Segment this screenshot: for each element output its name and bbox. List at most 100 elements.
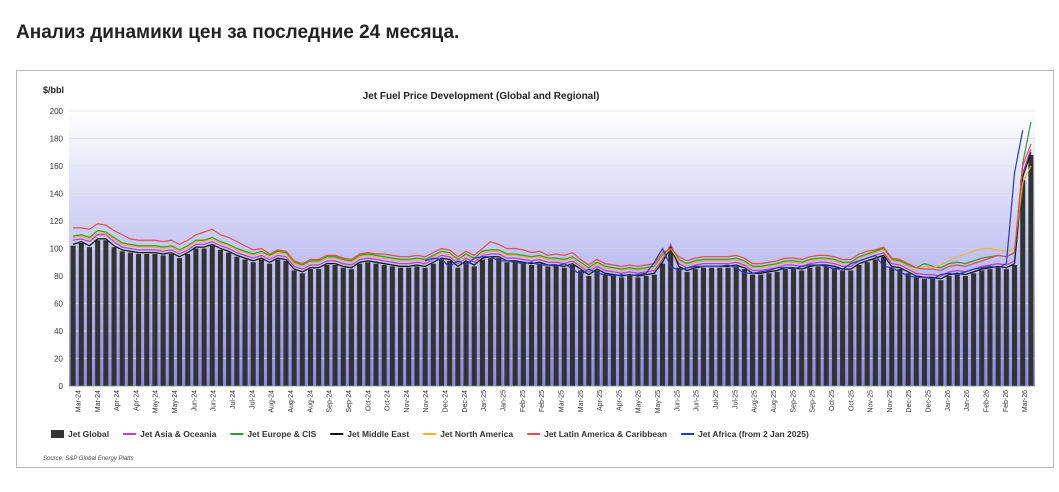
y-tick-label: 100 bbox=[50, 245, 64, 254]
bar-jet-global bbox=[962, 276, 968, 386]
bar-jet-global bbox=[709, 267, 715, 386]
bar-jet-global bbox=[766, 273, 772, 386]
bar-jet-global bbox=[537, 263, 543, 386]
bar-jet-global bbox=[831, 267, 837, 386]
bar-jet-global bbox=[479, 259, 485, 386]
bar-jet-global bbox=[422, 267, 428, 386]
bar-jet-global bbox=[168, 254, 174, 386]
bar-jet-global bbox=[332, 265, 338, 386]
x-tick-label: Nov-25 bbox=[868, 390, 875, 413]
x-tick-label: Nov-24 bbox=[404, 390, 411, 413]
bar-jet-global bbox=[504, 262, 510, 386]
x-tick-label: Sep-25 bbox=[810, 390, 817, 413]
y-tick-label: 80 bbox=[54, 272, 63, 281]
legend-label: Jet Europe & CIS bbox=[247, 429, 316, 439]
bar-jet-global bbox=[545, 266, 551, 386]
bar-jet-global bbox=[1003, 269, 1009, 386]
bar-jet-global bbox=[619, 277, 625, 386]
bar-jet-global bbox=[651, 274, 657, 386]
bar-jet-global bbox=[815, 266, 821, 386]
x-tick-label: Feb-26 bbox=[1003, 390, 1010, 412]
bar-jet-global bbox=[267, 263, 273, 386]
bar-jet-global bbox=[365, 262, 371, 386]
y-axis-label: $/bbl bbox=[43, 85, 64, 95]
bar-jet-global bbox=[938, 280, 944, 386]
bar-jet-global bbox=[872, 259, 878, 386]
bar-jet-global bbox=[807, 267, 813, 386]
x-tick-label: Jul-24 bbox=[230, 390, 237, 409]
jet-fuel-chart: 0 20 40 60 80 100 120 140 160 180 200 Mar-24 Mar-24 A… bbox=[43, 85, 1035, 439]
x-tick-label: Aug-24 bbox=[269, 390, 276, 413]
bar-jet-global bbox=[913, 277, 919, 386]
bar-jet-global bbox=[1020, 179, 1026, 386]
bar-jet-global bbox=[700, 267, 706, 386]
bar-jet-global bbox=[398, 267, 404, 386]
series-line-jet-africa-from-2-jan-2025 bbox=[424, 130, 1024, 280]
x-tick-label: Jul-25 bbox=[732, 390, 739, 409]
bar-jet-global bbox=[610, 276, 616, 386]
bar-jet-global bbox=[995, 267, 1001, 386]
bar-jet-global bbox=[553, 266, 559, 386]
x-tick-label: Jun-24 bbox=[191, 390, 198, 412]
bar-jet-global bbox=[889, 267, 895, 386]
bar-jet-global bbox=[357, 263, 363, 386]
bar-jet-global bbox=[921, 278, 928, 386]
bar-jet-global bbox=[111, 247, 117, 386]
bar-jet-global bbox=[488, 258, 494, 386]
bar-jet-global bbox=[602, 274, 608, 386]
x-tick-label: Aug-24 bbox=[288, 390, 295, 413]
source-note: Source: S&P Global Energy Platts bbox=[43, 456, 134, 462]
x-tick-label: Sep-24 bbox=[327, 390, 334, 413]
bar-jet-global bbox=[340, 267, 346, 386]
x-tick-label: Mar-24 bbox=[95, 390, 102, 412]
bar-jet-global bbox=[103, 240, 109, 386]
bar-jet-global bbox=[438, 259, 445, 386]
bar-jet-global bbox=[463, 262, 469, 386]
bar-jet-global bbox=[586, 276, 592, 386]
bar-jet-global bbox=[209, 245, 215, 386]
bar-jet-global bbox=[275, 259, 281, 386]
x-tick-label: May-24 bbox=[172, 390, 179, 413]
x-tick-label: May-24 bbox=[153, 390, 160, 413]
bar-jet-global bbox=[176, 258, 183, 386]
bar-jet-global bbox=[496, 258, 502, 386]
bar-jet-global bbox=[185, 254, 191, 386]
bar-jet-global bbox=[692, 269, 698, 386]
legend-label: Jet Middle East bbox=[347, 429, 409, 439]
x-tick-label: Mar-25 bbox=[578, 390, 585, 412]
chart-title: Jet Fuel Price Development (Global and R… bbox=[363, 91, 600, 102]
bar-jet-global bbox=[741, 269, 747, 386]
y-tick-label: 40 bbox=[54, 327, 63, 336]
x-tick-label: Apr-25 bbox=[597, 390, 604, 411]
bar-jet-global bbox=[78, 243, 84, 386]
bar-jet-global bbox=[95, 240, 101, 386]
legend-label: Jet Latin America & Caribbean bbox=[544, 429, 667, 439]
legend-label: Jet North America bbox=[440, 429, 513, 439]
bar-jet-global bbox=[930, 278, 936, 386]
bar-jet-global bbox=[717, 267, 723, 386]
bar-jet-global bbox=[676, 267, 682, 386]
y-tick-label: 120 bbox=[50, 217, 64, 226]
bar-jet-global bbox=[782, 269, 788, 386]
legend-label: Jet Global bbox=[68, 429, 109, 439]
bar-jet-global bbox=[520, 263, 526, 386]
bar-jet-global bbox=[242, 259, 248, 386]
x-tick-label: Jun-24 bbox=[211, 390, 218, 412]
x-tick-label: Mar-26 bbox=[1022, 390, 1029, 412]
bar-jet-global bbox=[594, 270, 600, 386]
x-tick-label: Apr-24 bbox=[114, 390, 121, 411]
legend-swatch bbox=[51, 430, 64, 438]
bar-jet-global bbox=[643, 276, 649, 386]
x-tick-label: Oct-24 bbox=[365, 390, 372, 411]
x-tick-label: Feb-25 bbox=[539, 390, 546, 412]
bar-jet-global bbox=[799, 270, 805, 386]
x-tick-label: Dec-24 bbox=[462, 390, 469, 413]
x-tick-label: Apr-24 bbox=[133, 390, 140, 411]
bar-jet-global bbox=[234, 256, 240, 386]
x-tick-label: Feb-26 bbox=[984, 390, 991, 412]
x-tick-label: Jan-25 bbox=[481, 390, 488, 412]
bar-jet-global bbox=[823, 266, 829, 386]
x-tick-label: Nov-25 bbox=[887, 390, 894, 413]
bar-jet-global bbox=[684, 271, 690, 386]
x-tick-label: May-25 bbox=[655, 390, 662, 413]
